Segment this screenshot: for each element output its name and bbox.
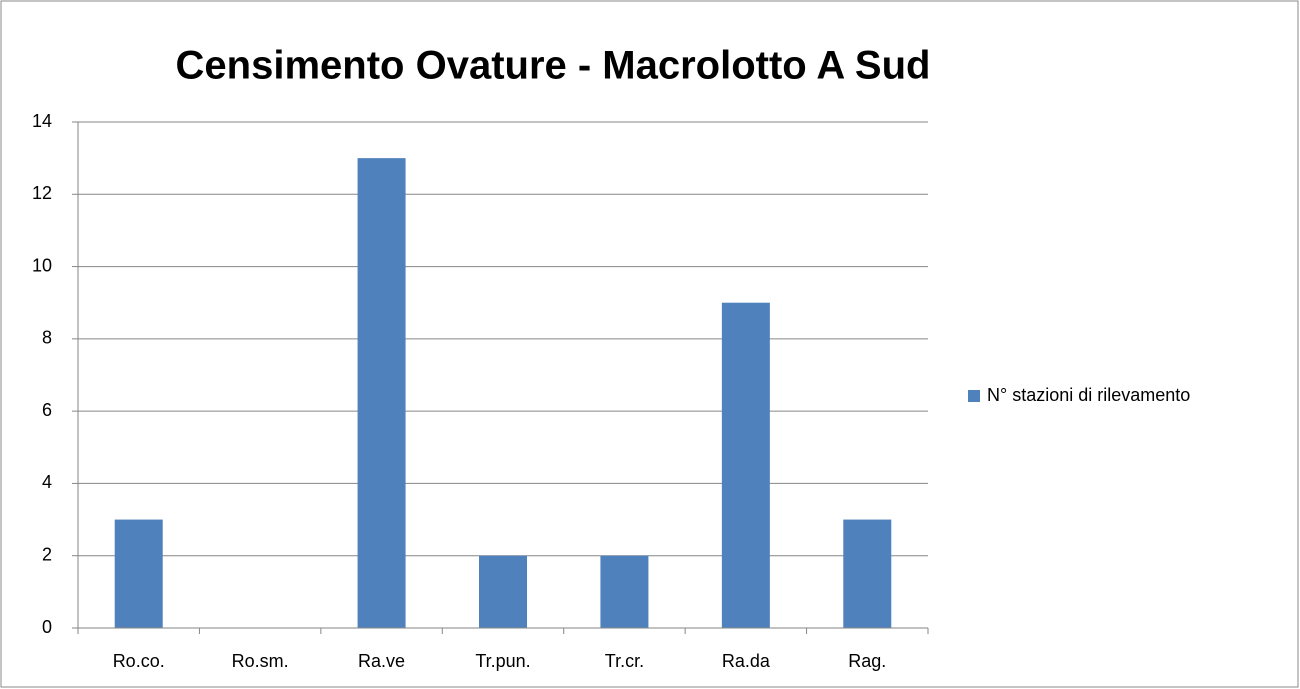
- chart-title: Censimento Ovature - Macrolotto A Sud: [176, 44, 931, 88]
- y-tick-label: 4: [42, 472, 52, 492]
- y-tick-label: 0: [42, 617, 52, 637]
- x-tick-label: Tr.pun.: [475, 651, 530, 671]
- x-tick-label: Tr.cr.: [605, 651, 644, 671]
- y-tick-label: 10: [32, 255, 52, 275]
- bar: [357, 158, 406, 628]
- x-tick-label: Ro.co.: [113, 651, 165, 671]
- bar: [843, 519, 892, 628]
- bar: [600, 555, 649, 628]
- y-tick-label: 6: [42, 400, 52, 420]
- bar: [114, 519, 163, 628]
- legend-swatch: [968, 390, 980, 402]
- x-tick-label: Rag.: [848, 651, 886, 671]
- x-tick-label: Ra.ve: [358, 651, 405, 671]
- x-tick-label: Ra.da: [722, 651, 771, 671]
- y-tick-label: 8: [42, 328, 52, 348]
- y-tick-label: 12: [32, 183, 52, 203]
- legend-label: N° stazioni di rilevamento: [987, 385, 1190, 405]
- x-tick-label: Ro.sm.: [232, 651, 289, 671]
- bar: [721, 302, 770, 628]
- bar: [479, 555, 527, 628]
- y-tick-label: 2: [42, 544, 52, 564]
- y-tick-label: 14: [32, 111, 52, 131]
